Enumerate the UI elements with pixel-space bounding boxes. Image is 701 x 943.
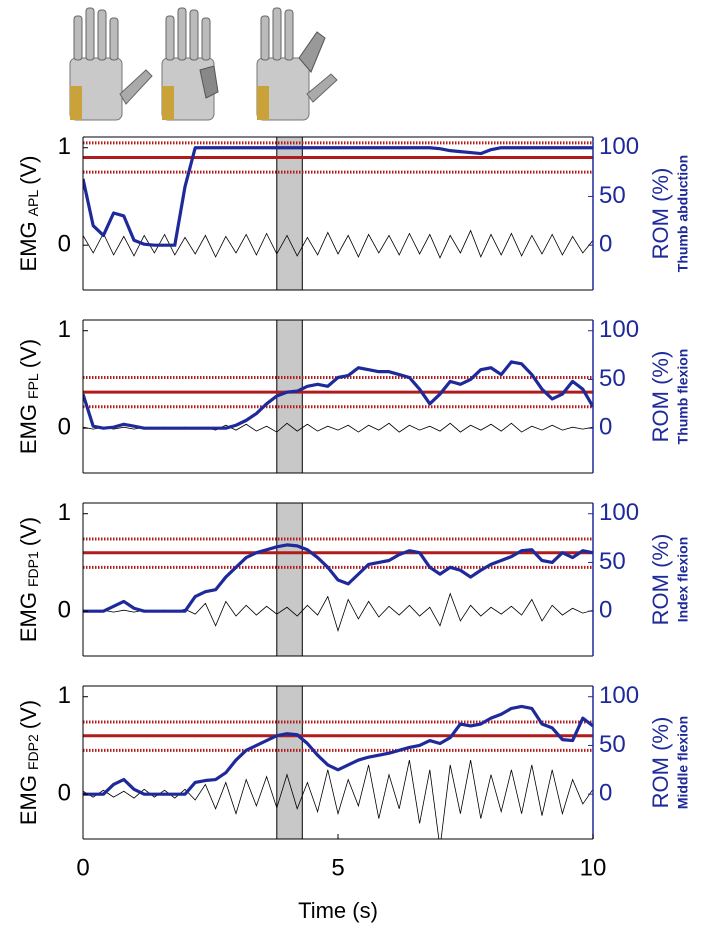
y-tick-label: 1 <box>58 682 71 709</box>
y2-tick-label: 50 <box>599 365 626 392</box>
y2-tick-label: 0 <box>599 231 612 258</box>
y-axis-label: EMG FDP2 (V) <box>16 700 41 825</box>
span <box>276 320 303 473</box>
plot <box>83 503 593 656</box>
hand-open-thumb-out <box>69 7 153 121</box>
y-label-sub: FPL <box>25 373 41 399</box>
x-tick-label: 0 <box>76 854 89 881</box>
y2-tick-label: 50 <box>599 731 626 758</box>
y2-axis-label: ROM (%) <box>648 534 673 626</box>
y-label-unit: (V) <box>16 156 41 185</box>
rom-line <box>83 704 593 796</box>
y-tick-label: 1 <box>58 316 71 343</box>
y-label-unit: (V) <box>16 339 41 368</box>
y2-axis-label: ROM (%) <box>648 717 673 809</box>
emg-line <box>83 229 593 259</box>
y-tick-label: 0 <box>58 231 71 258</box>
y-label-sub: FDP1 <box>25 551 41 587</box>
y-tick-label: 0 <box>58 597 71 624</box>
y2-axis-label: ROM (%) <box>648 168 673 260</box>
x-tick-label: 10 <box>580 854 607 881</box>
y-label-sub: APL <box>25 190 41 217</box>
rom-line <box>83 146 593 247</box>
y2-axis-label: ROM (%) <box>648 351 673 443</box>
span <box>276 503 303 656</box>
hand-thumb-flexed <box>161 7 219 121</box>
hand-index-flexed <box>256 7 338 121</box>
y-axis-label: EMG APL (V) <box>16 156 41 272</box>
x-axis-label: Time (s) <box>298 898 378 923</box>
y2-tick-label: 100 <box>599 499 639 526</box>
y-label-unit: (V) <box>16 517 41 546</box>
y-label-main: EMG <box>16 404 41 454</box>
y2-axis-sublabel: Index flexion <box>675 537 691 623</box>
y2-axis-sublabel: Middle flexion <box>675 716 691 809</box>
y-axis-label: EMG FPL (V) <box>16 339 41 454</box>
y2-tick-label: 50 <box>599 548 626 575</box>
plot <box>83 320 593 473</box>
y2-axis-sublabel: Thumb flexion <box>675 349 691 445</box>
y-tick-label: 0 <box>58 780 71 807</box>
y-tick-label: 0 <box>58 414 71 441</box>
y-label-main: EMG <box>16 775 41 825</box>
plot <box>83 137 593 290</box>
y2-tick-label: 100 <box>599 682 639 709</box>
y2-tick-label: 0 <box>599 597 612 624</box>
rom-line <box>83 360 593 430</box>
rom-line <box>83 543 593 613</box>
y2-tick-label: 50 <box>599 182 626 209</box>
span <box>276 686 303 839</box>
y-label-sub: FDP2 <box>25 734 41 770</box>
y-label-main: EMG <box>16 221 41 271</box>
y-axis-label: EMG FDP1 (V) <box>16 517 41 642</box>
y2-tick-label: 0 <box>599 780 612 807</box>
span <box>276 137 303 290</box>
x-tick-label: 5 <box>331 854 344 881</box>
y-tick-label: 1 <box>58 499 71 526</box>
hand-images <box>69 7 338 121</box>
y2-tick-label: 100 <box>599 316 639 343</box>
y-tick-label: 1 <box>58 133 71 160</box>
plot <box>83 686 593 839</box>
y2-tick-label: 0 <box>599 414 612 441</box>
y2-axis-sublabel: Thumb abduction <box>675 155 691 272</box>
y-label-main: EMG <box>16 592 41 642</box>
y2-tick-label: 100 <box>599 133 639 160</box>
y-label-unit: (V) <box>16 700 41 729</box>
